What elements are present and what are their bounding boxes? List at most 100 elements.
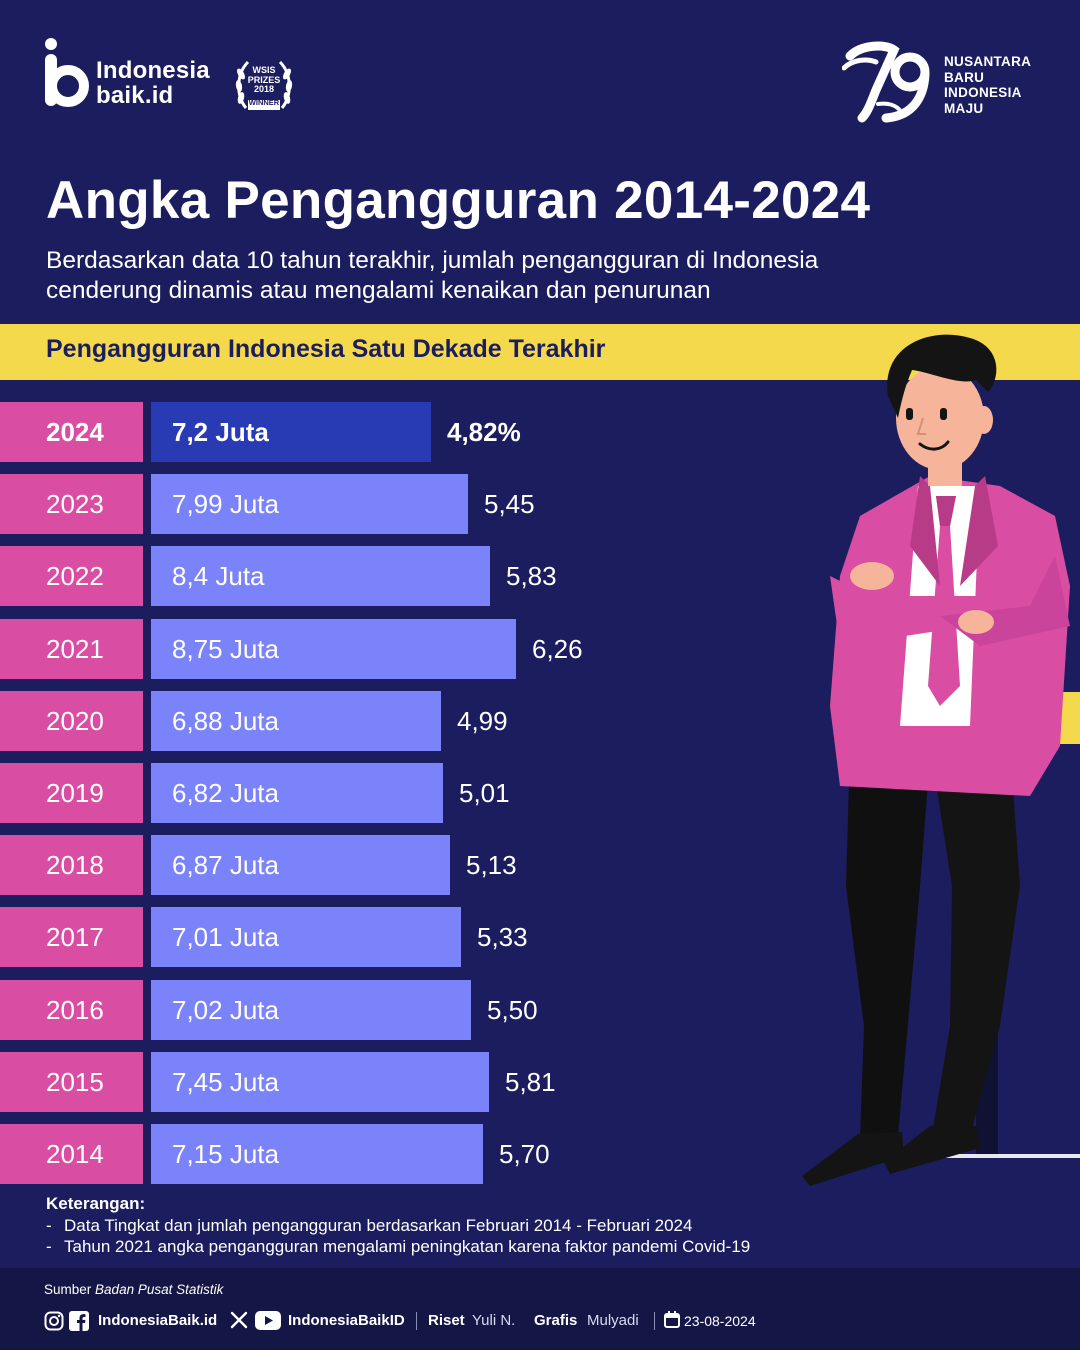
award-line-1: WSIS (252, 65, 276, 75)
brand-line-1: Indonesia (96, 57, 210, 84)
bar (151, 763, 443, 823)
year-label: 2021 (46, 634, 104, 664)
bar (151, 619, 516, 679)
anniversary-tagline: NUSANTARA BARU INDONESIA MAJU (944, 54, 1031, 116)
indonesiabaik-logo: Indonesia baik.id WSIS PRIZES 2018 WINNE… (44, 36, 304, 116)
instagram-icon[interactable] (44, 1311, 64, 1331)
bar (151, 907, 461, 967)
laurel-icon (235, 60, 293, 110)
bar-label: 8,4 Juta (172, 561, 265, 591)
year-box (0, 835, 143, 895)
notes-section: Keterangan: - Data Tingkat dan jumlah pe… (46, 1193, 1026, 1258)
rate-label: 5,45 (484, 489, 535, 519)
bar-label: 7,02 Juta (172, 995, 279, 1025)
bar-label: 6,88 Juta (172, 706, 279, 736)
facebook-icon[interactable] (69, 1311, 89, 1331)
chart-heading: Pengangguran Indonesia Satu Dekade Terak… (46, 335, 606, 363)
bar (151, 835, 450, 895)
bar (151, 1124, 483, 1184)
tagline-line-1: NUSANTARA (944, 54, 1032, 69)
hut-ri-79-logo: 79 NUSANTARA BARU INDONESIA MAJU (842, 38, 1052, 128)
research-label: Riset (428, 1312, 465, 1329)
year-box (0, 474, 143, 534)
tagline-line-4: MAJU (944, 100, 984, 116)
brand-line-2: baik.id (96, 82, 174, 109)
tagline-line-3: INDONESIA (944, 85, 1022, 100)
bar (151, 546, 490, 606)
rate-label: 5,83 (506, 561, 557, 591)
rate-label: 5,50 (487, 995, 538, 1025)
bar-label: 7,15 Juta (172, 1139, 279, 1169)
year-box (0, 691, 143, 751)
divider (654, 1312, 655, 1330)
year-label: 2018 (46, 850, 104, 880)
wsis-award-badge: WSIS PRIZES 2018 WINNER (232, 52, 296, 116)
rate-label: 6,26 (532, 634, 583, 664)
rate-label: 5,70 (499, 1139, 550, 1169)
year-box (0, 980, 143, 1040)
bar-label: 6,82 Juta (172, 778, 279, 808)
year-label: 2016 (46, 995, 104, 1025)
award-line-3: 2018 (253, 84, 275, 94)
award-line-4: WINNER (248, 97, 280, 107)
bar (151, 402, 431, 462)
notes-item: - Data Tingkat dan jumlah pengangguran b… (46, 1215, 1026, 1237)
award-line-2: PRIZES (247, 74, 281, 85)
bar-label: 7,01 Juta (172, 922, 279, 952)
bar (151, 980, 471, 1040)
hut-79-mark-icon (842, 41, 930, 123)
year-box (0, 907, 143, 967)
social-handle-primary[interactable]: IndonesiaBaik.id (98, 1312, 218, 1329)
year-box (0, 1124, 143, 1184)
year-box (0, 619, 143, 679)
publish-date: 23-08-2024 (684, 1313, 756, 1329)
bar-label: 7,45 Juta (172, 1067, 279, 1097)
bar (151, 474, 468, 534)
footer-bar (0, 1268, 1080, 1350)
bar (151, 691, 441, 751)
year-box (0, 1052, 143, 1112)
bar (151, 1052, 489, 1112)
year-label: 2020 (46, 706, 104, 736)
notes-item: - Tahun 2021 angka pengangguran mengalam… (46, 1236, 1026, 1258)
bar-label: 7,2 Juta (172, 417, 269, 447)
year-label: 2023 (46, 489, 104, 519)
notes-item-text: Tahun 2021 angka pengangguran mengalami … (64, 1237, 751, 1256)
source-name: Badan Pusat Statistik (95, 1282, 224, 1297)
bar-label: 6,87 Juta (172, 850, 279, 880)
year-label: 2022 (46, 561, 104, 591)
rate-label: 5,13 (466, 850, 517, 880)
graphic-name: Mulyadi (587, 1312, 639, 1329)
bar-label: 8,75 Juta (172, 634, 279, 664)
rate-label: 5,01 (459, 778, 510, 808)
divider (416, 1312, 417, 1330)
year-label: 2019 (46, 778, 104, 808)
graphic-label: Grafis (534, 1312, 578, 1329)
tagline-line-2: BARU (944, 69, 985, 85)
year-label: 2024 (46, 417, 104, 447)
year-box (0, 402, 143, 462)
research-name: Yuli N. (472, 1312, 516, 1329)
year-label: 2014 (46, 1139, 104, 1169)
source-credit: Sumber Badan Pusat Statistik (44, 1282, 223, 1297)
unemployment-bar-chart: 2024 7,2 Juta 4,82% 2023 7,99 Juta 5,45 2022 8,… (0, 390, 800, 1190)
source-prefix: Sumber (44, 1282, 92, 1297)
notes-item-text: Data Tingkat dan jumlah pengangguran ber… (64, 1215, 693, 1235)
page-subtitle: Berdasarkan data 10 tahun terakhir, juml… (46, 247, 819, 304)
notes-bullet: - (46, 1237, 52, 1256)
rate-label: 5,33 (477, 922, 528, 952)
x-twitter-icon[interactable] (230, 1311, 248, 1329)
social-handle-secondary[interactable]: IndonesiaBaikID (288, 1312, 405, 1329)
year-box (0, 546, 143, 606)
social-credits: IndonesiaBaik.id IndonesiaBaikID Riset Y… (44, 1310, 1044, 1332)
year-label: 2017 (46, 922, 104, 952)
youtube-icon[interactable] (255, 1311, 281, 1330)
brand-name: Indonesia baik.id (96, 58, 210, 108)
page-title: Angka Pengangguran 2014-2024 (46, 171, 871, 230)
notes-bullet: - (46, 1215, 52, 1235)
rate-label: 4,82% (447, 417, 521, 447)
rate-label: 4,99 (457, 706, 508, 736)
year-label: 2015 (46, 1067, 104, 1097)
notes-heading: Keterangan: (46, 1194, 146, 1213)
rate-label: 5,81 (505, 1067, 556, 1097)
